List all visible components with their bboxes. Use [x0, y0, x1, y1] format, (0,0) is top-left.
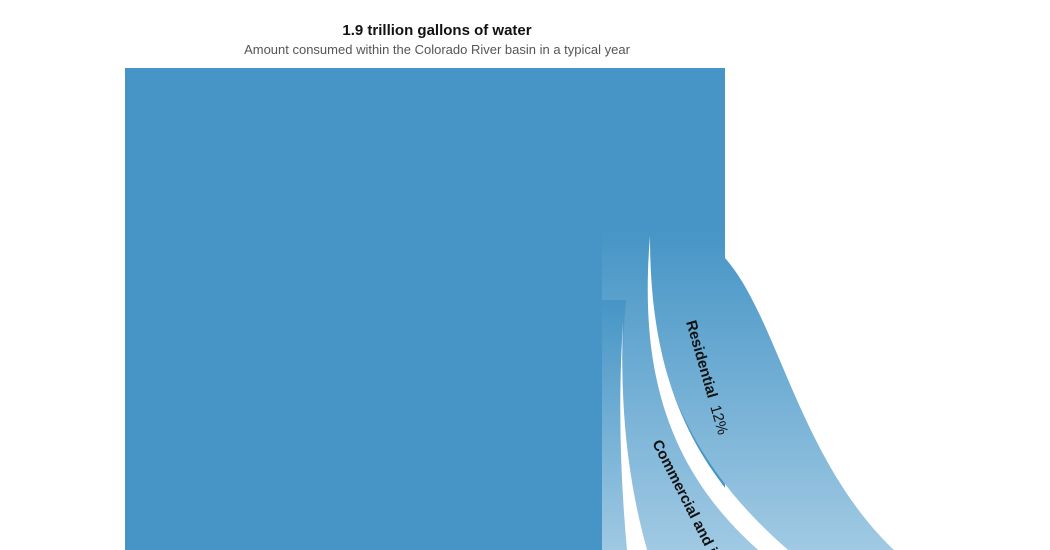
chart-title: 1.9 trillion gallons of water	[342, 22, 532, 39]
flow-band-other	[602, 300, 630, 550]
chart-subtitle: Amount consumed within the Colorado Rive…	[244, 42, 630, 57]
white-gap-outer	[647, 236, 788, 550]
flow-band-residential	[650, 230, 895, 550]
white-gap-inner	[620, 322, 648, 550]
flow-band-commercial	[602, 230, 762, 550]
